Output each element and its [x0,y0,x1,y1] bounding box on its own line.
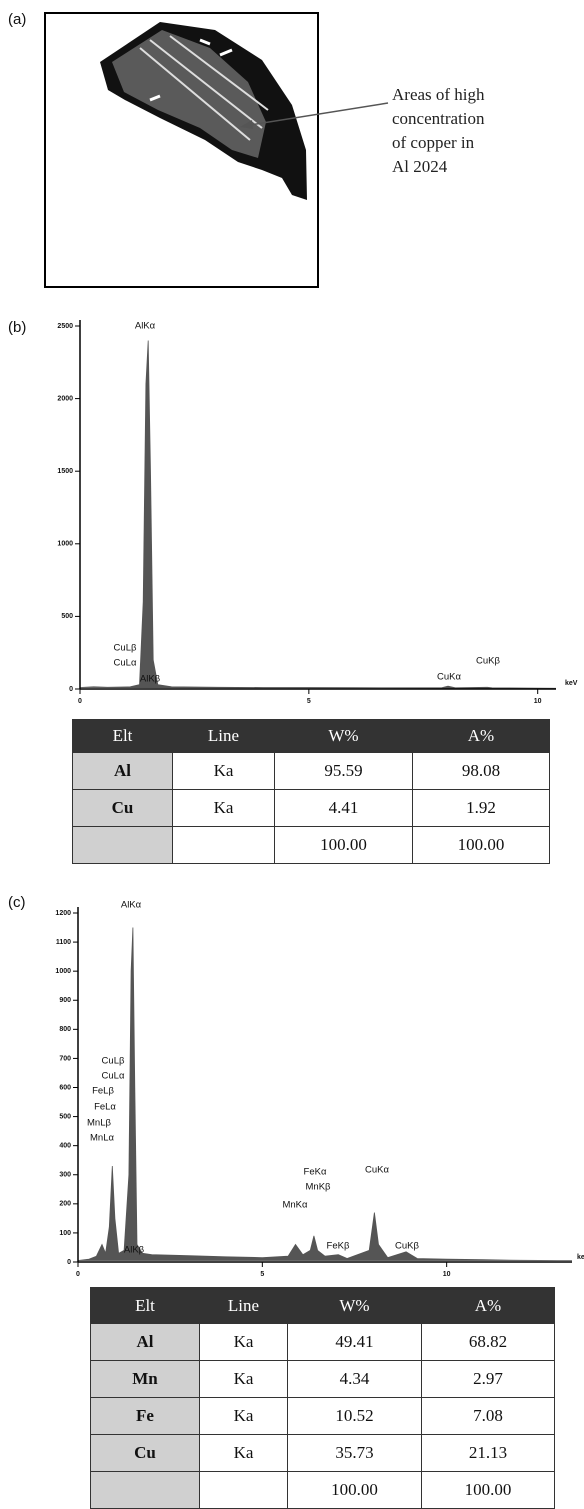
cell: Ka [200,1435,288,1472]
y-tick-label: 100 [59,1230,71,1237]
cell: 100.00 [288,1472,422,1509]
header-cell: W% [275,720,413,753]
y-tick-label: 600 [59,1084,71,1091]
y-tick-label: 200 [59,1201,71,1208]
y-tick-label: 1000 [57,541,73,548]
element-cell: Cu [91,1435,200,1472]
y-tick-label: 1200 [55,910,71,917]
cell: Ka [173,753,275,790]
y-tick-label: 2000 [57,395,73,402]
peak-label: CuLβ [102,1056,125,1067]
element-cell [73,827,173,864]
cell: Ka [200,1398,288,1435]
header-cell: Elt [91,1288,200,1324]
element-cell: Al [91,1324,200,1361]
peak-label: CuKα [365,1165,389,1176]
y-tick-label: 1500 [57,468,73,475]
spectrum [80,341,556,689]
figure: (a) Areas of high concentration of coppe… [0,0,584,1501]
peak-label: FeLα [94,1102,116,1113]
element-cell: Mn [91,1361,200,1398]
element-cell: Fe [91,1398,200,1435]
header-cell: Line [173,720,275,753]
element-cell: Cu [73,790,173,827]
cell: 10.52 [288,1398,422,1435]
x-unit: keV [577,1254,584,1261]
x-tick-label: 0 [78,698,82,705]
cell: 98.08 [413,753,550,790]
annotation: Al 2024 [392,157,448,176]
peak-label: CuKβ [476,656,500,667]
cell: 21.13 [422,1435,555,1472]
x-tick-label: 10 [443,1271,451,1278]
y-tick-label: 700 [59,1055,71,1062]
y-tick-label: 300 [59,1172,71,1179]
y-tick-label: 1000 [55,968,71,975]
peak-label: CuLβ [114,643,137,654]
cell: 2.97 [422,1361,555,1398]
cell: Ka [173,790,275,827]
element-cell: Al [73,753,173,790]
y-tick-label: 500 [59,1113,71,1120]
header-cell: Elt [73,720,173,753]
panel-label: (c) [8,894,26,911]
y-tick-label: 1100 [56,939,71,946]
panel-label: (a) [8,11,26,28]
cell: 35.73 [288,1435,422,1472]
cell: 100.00 [275,827,413,864]
peak-label: FeLβ [92,1086,114,1097]
peak-label: MnKβ [306,1182,332,1193]
spectrum [78,928,572,1261]
peak-label: AlKβ [124,1245,145,1256]
peak-label: MnKα [282,1200,308,1211]
cell: Ka [200,1361,288,1398]
header-cell: A% [422,1288,555,1324]
peak-label: AlKα [121,900,142,911]
cell: Ka [200,1324,288,1361]
cell [200,1472,288,1509]
cell: 7.08 [422,1398,555,1435]
header-cell: Line [200,1288,288,1324]
peak-label: AlKβ [140,674,161,685]
y-tick-label: 900 [59,997,71,1004]
peak-label: CuLα [102,1071,125,1082]
x-tick-label: 5 [307,698,311,705]
peak-label: MnLα [90,1133,114,1144]
cell: 4.34 [288,1361,422,1398]
y-tick-label: 0 [67,1259,71,1266]
peak-label: MnLβ [87,1118,111,1129]
cell [173,827,275,864]
cell: 4.41 [275,790,413,827]
peak-label: FeKα [304,1167,327,1178]
cell: 1.92 [413,790,550,827]
annotation: concentration [392,109,485,128]
peak-label: CuLα [114,658,137,669]
annotation: Areas of high [392,85,485,104]
cell: 100.00 [413,827,550,864]
x-tick-label: 5 [260,1271,264,1278]
peak-label: CuKα [437,672,461,683]
cell: 49.41 [288,1324,422,1361]
y-tick-label: 800 [59,1026,71,1033]
y-tick-label: 0 [69,686,73,693]
element-cell [91,1472,200,1509]
x-tick-label: 0 [76,1271,80,1278]
y-tick-label: 400 [59,1143,71,1150]
panel-label: (b) [8,319,26,336]
x-tick-label: 10 [534,698,542,705]
cell: 68.82 [422,1324,555,1361]
cell: 95.59 [275,753,413,790]
cell: 100.00 [422,1472,555,1509]
x-unit: keV [565,680,578,687]
header-cell: W% [288,1288,422,1324]
peak-label: AlKα [135,321,156,332]
header-cell: A% [413,720,550,753]
annotation: of copper in [392,133,475,152]
y-tick-label: 500 [61,613,73,620]
peak-label: FeKβ [327,1241,350,1252]
peak-label: CuKβ [395,1241,419,1252]
y-tick-label: 2500 [57,323,73,330]
